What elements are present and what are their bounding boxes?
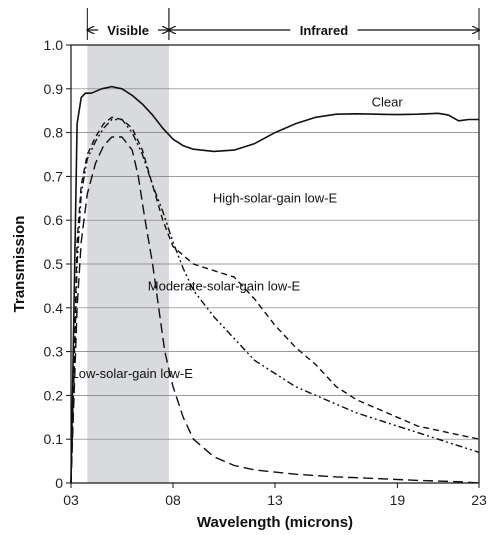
axes: 0 0.1 0.2 0.3 0.4 0.5 0.6 0.7 0.8 0.9 1.0 03 08 13 19 2… bbox=[44, 37, 487, 508]
x-tick-label-3: 19 bbox=[390, 492, 406, 508]
series-label-high-solar-gain-low-e: High-solar-gain low-E bbox=[213, 191, 338, 206]
y-tick-label-10: 1.0 bbox=[44, 37, 64, 53]
series-labels: Clear High-solar-gain low-E Moderate-solar… bbox=[72, 94, 404, 381]
series-label-clear: Clear bbox=[372, 94, 404, 109]
band-label-bg-1 bbox=[290, 20, 358, 38]
y-tick-label-7: 0.7 bbox=[44, 168, 64, 184]
y-tick-label-3: 0.3 bbox=[44, 344, 64, 360]
x-tick-label-1: 08 bbox=[165, 492, 181, 508]
y-tick-label-2: 0.2 bbox=[44, 387, 64, 403]
y-tick-label-4: 0.4 bbox=[44, 300, 64, 316]
x-tick-label-2: 13 bbox=[267, 492, 283, 508]
y-tick-label-8: 0.8 bbox=[44, 125, 64, 141]
y-tick-label-1: 0.1 bbox=[44, 431, 64, 447]
y-tick-label-5: 0.5 bbox=[44, 256, 64, 272]
grid-lines bbox=[71, 88, 479, 440]
data-series bbox=[70, 85, 480, 484]
spectral-bands: Visible Infrared bbox=[87, 8, 479, 483]
x-axis-label: Wavelength (microns) bbox=[197, 514, 353, 531]
x-tick-label-4: 23 bbox=[471, 492, 487, 508]
x-tick-label-0: 03 bbox=[63, 492, 79, 508]
band-label-0: Visible bbox=[107, 23, 149, 38]
series-line-moderate-solar-gain-low-e bbox=[70, 118, 480, 484]
series-label-low-solar-gain-low-e: Low-solar-gain low-E bbox=[72, 366, 194, 381]
plot-frame bbox=[70, 44, 480, 484]
y-tick-label-0: 0 bbox=[55, 475, 63, 491]
band-label-bg-0 bbox=[98, 20, 159, 38]
series-line-clear bbox=[70, 85, 479, 484]
y-tick-label-9: 0.9 bbox=[44, 81, 64, 97]
y-tick-label-6: 0.6 bbox=[44, 212, 64, 228]
y-axis-label: Transmission bbox=[11, 216, 28, 313]
series-line-high-solar-gain-low-e bbox=[70, 116, 480, 484]
series-label-moderate-solar-gain-low-e: Moderate-solar-gain low-E bbox=[148, 278, 301, 293]
series-line-low-solar-gain-low-e bbox=[70, 136, 480, 484]
band-label-1: Infrared bbox=[300, 23, 348, 38]
